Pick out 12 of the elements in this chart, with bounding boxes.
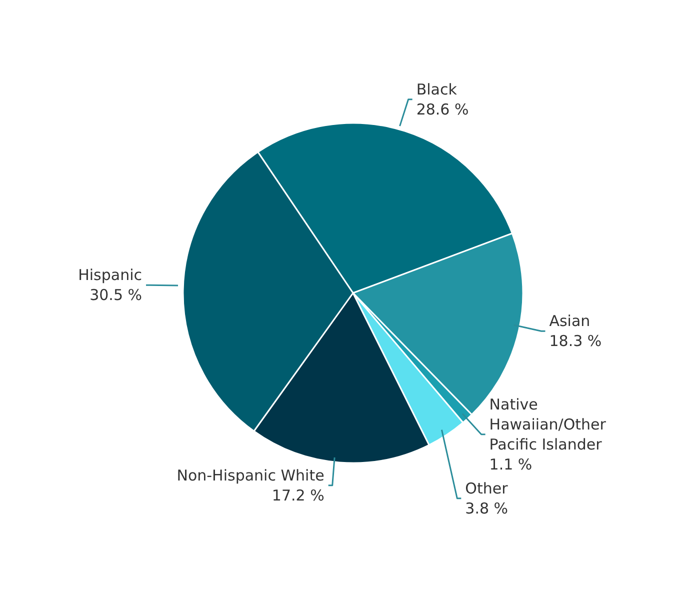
slice-label: Native Hawaiian/Other Pacific Islander — [489, 395, 607, 454]
data-label: 18.3 % — [549, 332, 602, 350]
data-label: 30.5 % — [90, 286, 142, 304]
data-label: 17.2 % — [272, 486, 324, 504]
slice-label: Hispanic — [78, 266, 142, 284]
slice-label: Black — [416, 80, 458, 98]
slice-label: Other — [465, 479, 509, 498]
slice-label: Non-Hispanic White — [176, 466, 324, 484]
slice-label: Asian — [549, 312, 590, 330]
data-label: 1.1 % — [489, 455, 532, 474]
data-label: 28.6 % — [416, 100, 469, 118]
data-label: 3.8 % — [465, 499, 508, 518]
